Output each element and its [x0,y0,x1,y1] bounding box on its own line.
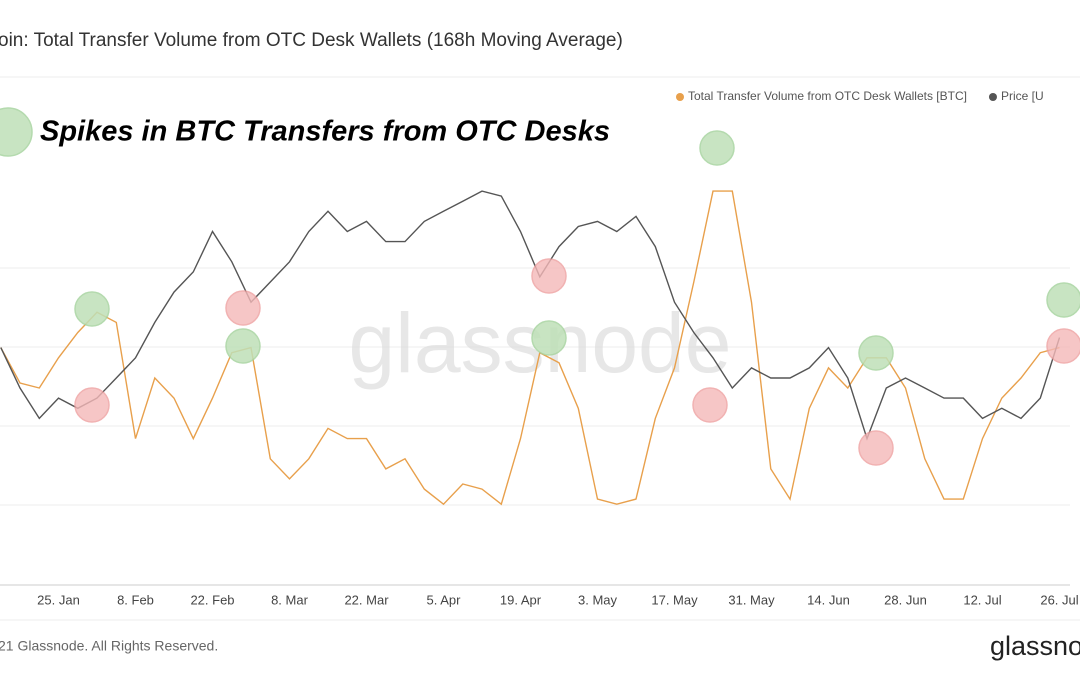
line-series [0,190,1061,441]
highlights [0,107,1080,466]
annotation: Spikes in BTC Transfers from OTC Desks [40,116,610,148]
x-tick-label: 12. Jul [963,592,1001,607]
x-tick-label: 22. Mar [344,592,389,607]
logo: glassno [990,631,1080,661]
legend-label: Price [U [1001,89,1044,103]
x-tick-label: 19. Apr [500,592,542,607]
legend-marker [676,93,684,101]
legend-marker [988,93,997,101]
x-tick-label: 3. May [578,592,618,607]
legend-label: Total Transfer Volume from OTC Desk Wall… [688,89,967,103]
x-tick-label: 5. Apr [427,592,462,607]
x-tick-label: 8. Feb [117,592,154,607]
x-tick-label: 14. Jun [807,592,850,607]
x-tick-label: 26. Jul [1040,592,1078,607]
chart-title: oin: Total Transfer Volume from OTC Desk… [0,30,623,51]
x-tick-label: 17. May [651,592,698,607]
x-tick-label: 28. Jun [884,592,927,607]
x-tick-label: 22. Feb [190,592,234,607]
x-tick-label: 25. Jan [37,592,80,607]
x-tick-label: 31. May [728,592,775,607]
footer: 21 Glassnode. All Rights Reserved. [0,638,218,654]
x-tick-label: 8. Mar [271,592,309,607]
